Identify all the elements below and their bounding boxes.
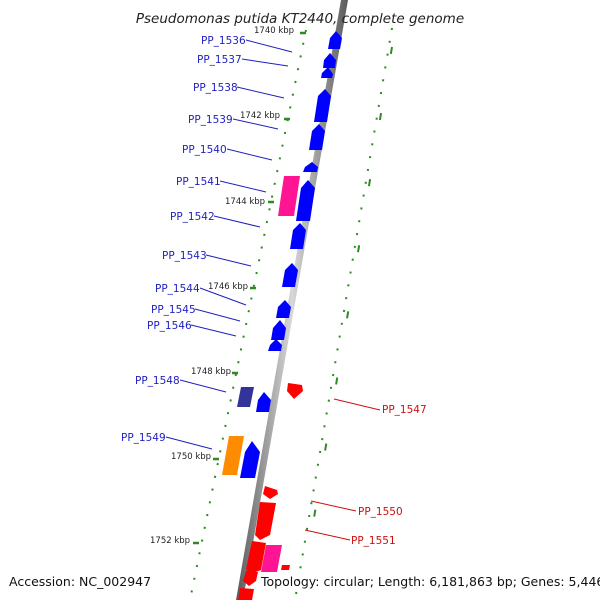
- tick-label-1742: 1742 kbp: [240, 111, 280, 121]
- gene-arrow-pp1543[interactable]: [282, 263, 298, 287]
- gene-arrow-pp1539[interactable]: [309, 124, 325, 150]
- topology-text: Topology: circular; Length: 6,181,863 bp…: [260, 574, 600, 589]
- feature-navy-1[interactable]: [237, 387, 254, 407]
- gene-arrow-pp1545[interactable]: [271, 320, 286, 340]
- tick-label-1740: 1740 kbp: [254, 26, 294, 36]
- reverse-label-leaders: [304, 398, 381, 541]
- gene-arrow-red-d[interactable]: [281, 565, 290, 570]
- gene-label-pp1548[interactable]: PP_1548: [135, 375, 180, 387]
- gene-label-pp1546[interactable]: PP_1546: [147, 320, 192, 332]
- gene-label-pp1545[interactable]: PP_1545: [151, 304, 196, 316]
- gene-label-pp1541[interactable]: PP_1541: [176, 176, 221, 188]
- gene-arrow-pp1551[interactable]: [255, 502, 276, 540]
- gene-label-pp1551[interactable]: PP_1551: [351, 535, 396, 547]
- feature-pink-1[interactable]: [278, 176, 300, 216]
- reverse-gene-arrows: [238, 383, 303, 600]
- gene-label-pp1542[interactable]: PP_1542: [170, 211, 215, 223]
- gene-label-pp1538[interactable]: PP_1538: [193, 82, 238, 94]
- gene-label-pp1543[interactable]: PP_1543: [162, 250, 207, 262]
- tick-label-1746: 1746 kbp: [208, 282, 248, 292]
- gene-label-pp1537[interactable]: PP_1537: [197, 54, 242, 66]
- gene-label-pp1539[interactable]: PP_1539: [188, 114, 233, 126]
- genome-backbone: [236, 0, 348, 600]
- gene-label-pp1544[interactable]: PP_1544: [155, 283, 200, 295]
- tick-label-1748: 1748 kbp: [191, 367, 231, 377]
- gene-arrow-pp1542[interactable]: [290, 223, 306, 249]
- tick-label-1752: 1752 kbp: [150, 536, 190, 546]
- gene-arrow-pp1547[interactable]: [287, 383, 303, 399]
- gene-arrow-pp1538b[interactable]: [314, 89, 331, 122]
- gene-arrow-pp1546[interactable]: [268, 339, 282, 351]
- forward-gene-arrows: [240, 31, 342, 478]
- gene-label-pp1549[interactable]: PP_1549: [121, 432, 166, 444]
- gene-arrow-red-b[interactable]: [243, 571, 258, 586]
- accession-text: Accession: NC_002947: [9, 574, 151, 589]
- gene-arrow-pp1544[interactable]: [276, 300, 291, 318]
- gene-label-pp1536[interactable]: PP_1536: [201, 35, 246, 47]
- gene-label-pp1547[interactable]: PP_1547: [382, 404, 427, 416]
- tick-label-1744: 1744 kbp: [225, 197, 265, 207]
- gene-arrow-pp1540[interactable]: [303, 162, 318, 172]
- gene-arrow-pp1548[interactable]: [256, 392, 271, 412]
- feature-orange-1[interactable]: [222, 436, 244, 475]
- gene-arrow-pp1538[interactable]: [321, 67, 333, 78]
- forward-label-leaders: [165, 39, 293, 450]
- gene-arrow-pp1537[interactable]: [323, 53, 336, 68]
- feature-pink-2[interactable]: [261, 545, 282, 572]
- tick-label-1750: 1750 kbp: [171, 452, 211, 462]
- gene-label-pp1540[interactable]: PP_1540: [182, 144, 227, 156]
- kbp-tick-marks: [193, 31, 306, 545]
- gene-arrow-pp1549[interactable]: [240, 441, 260, 478]
- gene-arrow-red-c[interactable]: [238, 588, 254, 600]
- gene-arrow-pp1541[interactable]: [296, 180, 315, 221]
- gene-arrow-pp1536[interactable]: [328, 31, 342, 49]
- gene-arrow-red-a[interactable]: [246, 541, 266, 574]
- map-title: Pseudomonas putida KT2440, complete geno…: [136, 11, 464, 27]
- gene-arrow-pp1550[interactable]: [263, 486, 278, 499]
- gene-label-pp1550[interactable]: PP_1550: [358, 506, 403, 518]
